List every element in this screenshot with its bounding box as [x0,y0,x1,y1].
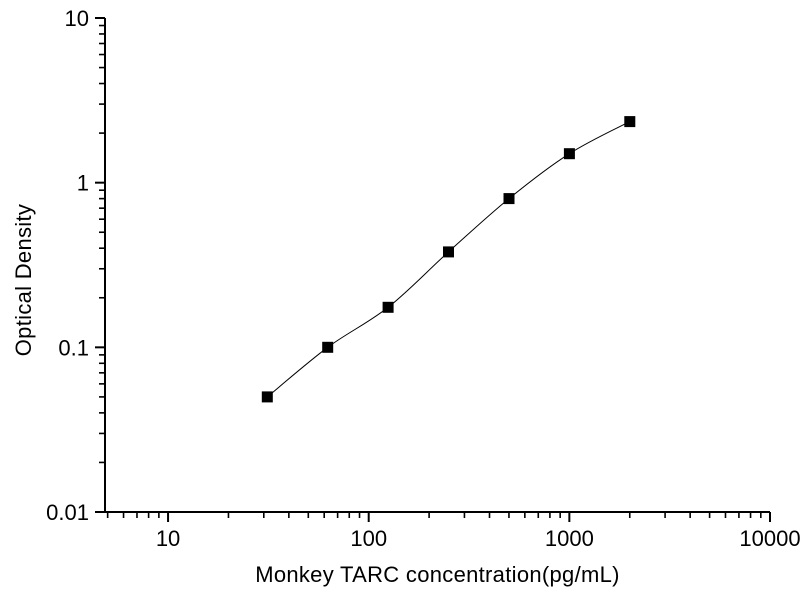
data-point-marker [261,391,273,403]
x-tick-label: 10000 [739,526,800,551]
data-point-marker [443,246,454,258]
axis-frame [104,18,770,513]
x-tick-label: 10 [156,526,180,551]
data-point-marker [322,341,334,353]
y-axis-title: Optical Density [11,203,36,357]
data-point-marker [503,193,515,205]
y-tick-label: 0.1 [58,335,89,360]
y-tick-label: 10 [65,6,89,31]
x-tick-label: 1000 [545,526,594,551]
y-tick-label: 1 [77,171,89,196]
x-tick-label: 100 [350,526,387,551]
data-point-marker [563,148,575,160]
y-tick-label: 0.01 [46,500,89,525]
standard-curve-line [266,121,631,398]
data-point-marker [382,301,394,313]
x-axis-title: Monkey TARC concentration(pg/mL) [255,562,620,587]
data-point-marker [624,116,636,128]
